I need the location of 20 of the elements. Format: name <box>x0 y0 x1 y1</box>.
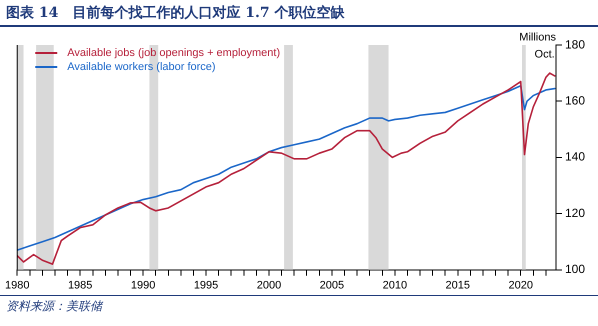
y-tick-label: 140 <box>564 150 586 164</box>
chart-title: 图表 14 目前每个找工作的人口对应 1.7 个职位空缺 <box>0 0 598 27</box>
legend-label: Available jobs (job openings + employment) <box>67 47 280 60</box>
text: 资料来源：美联储 <box>0 295 598 317</box>
y-tick-label: 160 <box>564 94 586 108</box>
y-tick-label: 120 <box>564 206 586 220</box>
x-tick-label: 1985 <box>68 279 92 292</box>
legend-label: Available workers (labor force) <box>67 61 216 74</box>
x-tick-label: 1995 <box>194 279 218 292</box>
annotation: Oct. <box>534 48 555 60</box>
y-axis-title: Millions <box>519 32 556 44</box>
y-tick-label: 180 <box>564 37 586 52</box>
x-tick-label: 2015 <box>446 279 470 292</box>
x-tick-label: 2005 <box>320 279 344 292</box>
x-tick-label: 2000 <box>256 279 282 292</box>
y-tick-label: 100 <box>564 262 586 276</box>
x-tick-label: 2010 <box>382 279 408 292</box>
x-tick-label: 2020 <box>508 279 533 292</box>
x-tick-label: 1980 <box>4 279 30 292</box>
x-tick-label: 1990 <box>130 279 156 292</box>
